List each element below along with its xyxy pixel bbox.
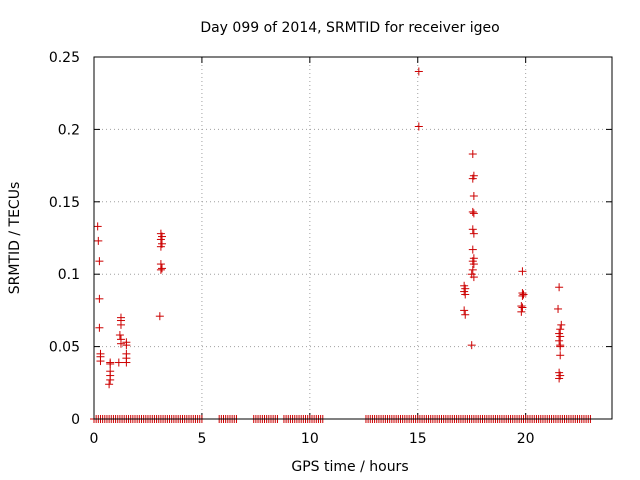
data-point bbox=[461, 310, 470, 319]
data-point bbox=[157, 264, 166, 273]
x-tick-label: 10 bbox=[301, 431, 319, 447]
data-point bbox=[116, 320, 125, 329]
data-point bbox=[519, 290, 528, 299]
data-point bbox=[468, 225, 477, 234]
data-point bbox=[105, 380, 114, 389]
data-point bbox=[554, 304, 563, 313]
data-point bbox=[556, 351, 565, 360]
data-point bbox=[555, 336, 564, 345]
x-tick-label: 20 bbox=[517, 431, 535, 447]
data-point bbox=[469, 260, 478, 269]
data-point bbox=[518, 303, 527, 312]
data-point bbox=[556, 342, 565, 351]
data-point bbox=[106, 375, 115, 384]
data-point bbox=[156, 265, 165, 274]
x-tick-label: 5 bbox=[197, 431, 206, 447]
y-tick-label: 0.15 bbox=[49, 195, 80, 211]
data-point bbox=[557, 320, 566, 329]
data-point bbox=[555, 374, 564, 383]
data-point bbox=[414, 122, 423, 131]
data-point bbox=[106, 359, 115, 368]
data-point bbox=[122, 341, 131, 350]
data-point bbox=[156, 242, 165, 251]
y-tick-label: 0.1 bbox=[58, 267, 80, 283]
data-point bbox=[414, 67, 423, 76]
x-tick-label: 0 bbox=[90, 431, 99, 447]
plot-frame bbox=[93, 56, 613, 420]
y-axis-label: SRMTID / TECUs bbox=[7, 182, 23, 295]
data-point bbox=[468, 174, 477, 183]
x-axis-label: GPS time / hours bbox=[291, 459, 408, 475]
y-tick-label: 0 bbox=[71, 412, 80, 428]
grid-lines bbox=[94, 57, 612, 419]
chart-title: Day 099 of 2014, SRMTID for receiver ige… bbox=[200, 20, 499, 36]
axis-ticks bbox=[93, 56, 612, 420]
y-tick-label: 0.25 bbox=[49, 50, 80, 66]
data-point bbox=[469, 192, 478, 201]
data-point bbox=[555, 283, 564, 292]
data-point bbox=[156, 235, 165, 244]
data-point bbox=[93, 222, 102, 231]
data-point bbox=[95, 257, 104, 266]
data-point bbox=[155, 312, 164, 321]
data-point bbox=[122, 358, 131, 367]
data-point bbox=[461, 290, 470, 299]
data-point bbox=[460, 306, 469, 315]
data-point bbox=[518, 291, 527, 300]
data-point bbox=[556, 332, 565, 341]
data-point bbox=[556, 325, 565, 334]
data-point bbox=[96, 357, 105, 366]
data-point bbox=[468, 207, 477, 216]
data-point bbox=[95, 294, 104, 303]
data-point bbox=[468, 150, 477, 159]
data-point bbox=[94, 236, 103, 245]
x-tick-label: 15 bbox=[409, 431, 427, 447]
data-point bbox=[115, 331, 124, 340]
x-tick-labels: 0 5 10 15 20 bbox=[90, 431, 535, 447]
data-point bbox=[517, 307, 526, 316]
data-point bbox=[468, 265, 477, 274]
data-point bbox=[95, 323, 104, 332]
data-point bbox=[469, 229, 478, 238]
data-point bbox=[518, 267, 527, 276]
y-tick-label: 0.2 bbox=[58, 122, 80, 138]
data-points bbox=[90, 67, 595, 423]
data-point bbox=[467, 341, 476, 350]
data-point bbox=[469, 273, 478, 282]
data-point bbox=[469, 209, 478, 218]
data-point bbox=[468, 245, 477, 254]
data-point bbox=[114, 358, 123, 367]
y-tick-label: 0.05 bbox=[49, 340, 80, 356]
data-point bbox=[116, 339, 125, 348]
y-tick-labels: 0 0.05 0.1 0.15 0.2 0.25 bbox=[49, 50, 80, 428]
